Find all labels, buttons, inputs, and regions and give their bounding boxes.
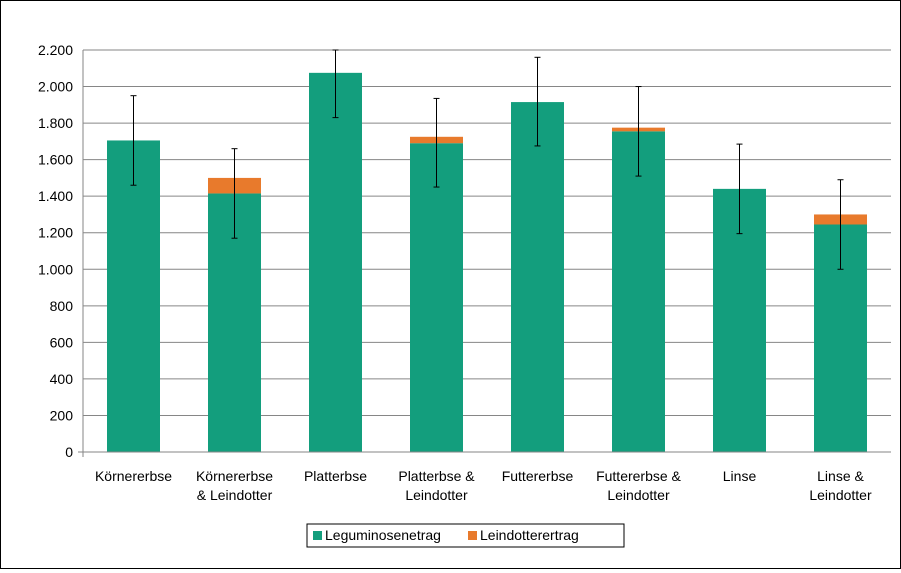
- x-tick-label: Futtererbse: [502, 468, 574, 484]
- x-axis-tick-labels: Körnererbse Körnererbse & Leindotter Platte…: [95, 468, 872, 503]
- y-tick-label: 2.200: [38, 42, 73, 58]
- legend-swatch: [468, 531, 477, 540]
- x-tick-label: Platterbse & Leindotter: [398, 468, 475, 503]
- y-tick-label: 800: [50, 298, 74, 314]
- bar-segment: [511, 102, 564, 452]
- legend-swatch: [313, 531, 322, 540]
- y-tick-label: 0: [65, 444, 73, 460]
- y-tick-label: 1.400: [38, 188, 73, 204]
- legend-label: Leindotterertrag: [480, 527, 579, 543]
- y-tick-label: 1.200: [38, 225, 73, 241]
- x-tick-label: Linse & Leindotter: [809, 468, 872, 503]
- y-tick-label: 200: [50, 407, 74, 423]
- legend-box: [306, 523, 625, 548]
- bar-segment: [410, 143, 463, 452]
- y-axis-tick-labels: 0 200 400 600 800 1.000 1.200 1.400 1.600 1.800 2.…: [38, 42, 73, 460]
- x-tick-label: Körnererbse: [95, 468, 172, 484]
- x-tick-label: Platterbse: [304, 468, 367, 484]
- bar-segment: [309, 72, 362, 452]
- bar-segment: [107, 140, 160, 452]
- y-tick-label: 600: [50, 334, 74, 350]
- error-bars: [130, 49, 844, 270]
- y-tick-label: 1.600: [38, 152, 73, 168]
- y-tick-label: 1.000: [38, 261, 73, 277]
- y-tick-label: 1.800: [38, 115, 73, 131]
- legend-label: Leguminosenetrag: [325, 527, 441, 543]
- legend: Leguminosenetrag Leindotterertrag: [306, 523, 625, 548]
- gridlines: [83, 49, 891, 416]
- x-tick-label: Körnererbse & Leindotter: [196, 468, 273, 503]
- x-tick-label: Futtererbse & Leindotter: [596, 468, 681, 503]
- y-tick-label: 400: [50, 371, 74, 387]
- y-tick-label: 2.000: [38, 79, 73, 95]
- x-tick-label: Linse: [723, 468, 757, 484]
- bars: [107, 72, 867, 452]
- bar-segment: [612, 131, 665, 452]
